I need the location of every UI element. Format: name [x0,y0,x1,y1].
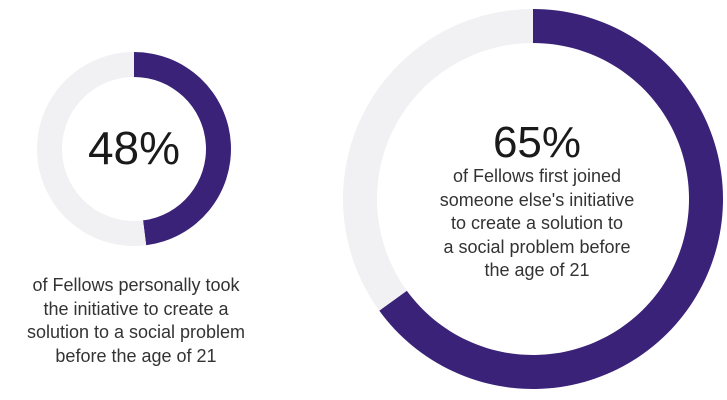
small-donut-percentage: 48% [87,122,181,174]
small-donut-caption: of Fellows personally took the initiativ… [0,274,272,368]
large-caption-line-5: the age of 21 [484,260,590,280]
large-caption-line-2: someone else's initiative [439,189,635,210]
large-donut-percentage: 65% [492,118,582,167]
donut-svg-small [37,51,232,246]
small-caption-line-2: the initiative to create a [43,298,229,319]
small-donut-slice-highlight [134,52,232,246]
small-caption-line-1: of Fellows personally took [32,275,240,295]
large-caption-line-4: a social problem before [443,236,631,257]
donut-chart-small [37,51,232,246]
donut-svg-large [342,9,723,389]
large-caption-line-1: of Fellows first joined [452,166,622,186]
donut-chart-large [342,2,727,396]
large-caption-line-3: to create a solution to [450,213,624,233]
large-donut-caption: of Fellows first joined someone else's i… [415,165,659,283]
large-donut-slice-remainder [342,9,533,311]
small-caption-line-4: before the age of 21 [55,345,217,366]
small-donut-slice-remainder [37,51,147,246]
small-caption-line-3: solution to a social problem [26,322,246,342]
